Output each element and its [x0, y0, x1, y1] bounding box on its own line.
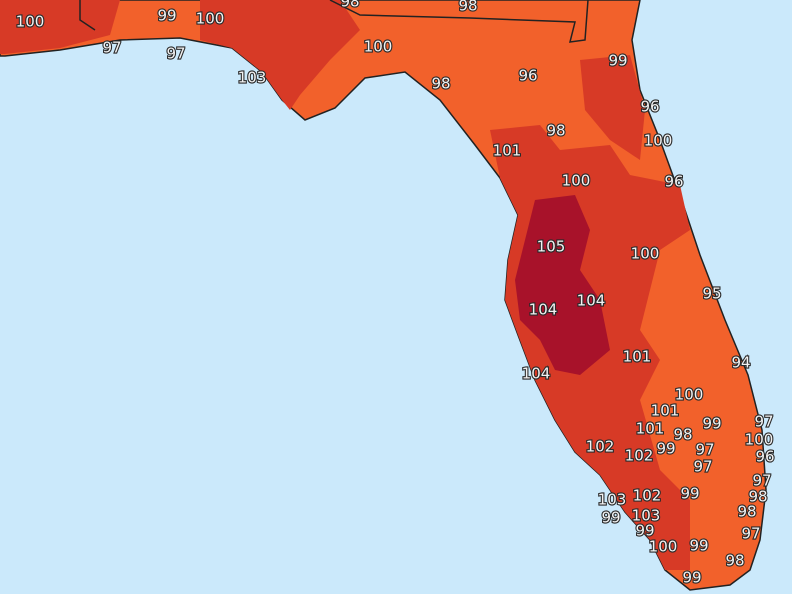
temperature-label: 104 — [529, 301, 558, 319]
temperature-label: 104 — [577, 292, 606, 310]
temperature-label: 100 — [562, 172, 591, 190]
temperature-label: 99 — [680, 485, 699, 503]
temperature-label: 94 — [731, 354, 750, 372]
temperature-label: 99 — [656, 440, 675, 458]
temperature-label: 98 — [673, 426, 692, 444]
temperature-label: 98 — [431, 75, 450, 93]
temperature-label: 98 — [725, 552, 744, 570]
temperature-label: 100 — [364, 38, 393, 56]
temperature-label: 96 — [664, 173, 683, 191]
temperature-label: 104 — [522, 365, 551, 383]
temperature-label: 101 — [623, 348, 652, 366]
temperature-label: 99 — [689, 537, 708, 555]
temperature-label: 102 — [625, 447, 654, 465]
state-border — [329, 0, 589, 43]
temperature-label: 98 — [546, 122, 565, 140]
temperature-label: 100 — [644, 132, 673, 150]
temperature-label: 100 — [675, 386, 704, 404]
temperature-label: 100 — [196, 10, 225, 28]
hot-region — [0, 0, 120, 54]
temperature-label: 103 — [632, 507, 661, 525]
temperature-label: 99 — [682, 569, 701, 587]
temperature-label: 98 — [458, 0, 477, 15]
temperature-label: 100 — [631, 245, 660, 263]
temperature-label: 98 — [748, 488, 767, 506]
temperature-label: 101 — [493, 142, 522, 160]
temperature-label: 97 — [102, 39, 121, 57]
temperature-label: 100 — [745, 431, 774, 449]
temperature-label: 96 — [755, 448, 774, 466]
temperature-label: 99 — [702, 415, 721, 433]
temperature-label: 96 — [640, 98, 659, 116]
hot-region — [200, 0, 360, 110]
temperature-label: 102 — [586, 438, 615, 456]
temperature-label: 101 — [636, 420, 665, 438]
temperature-label: 99 — [608, 52, 627, 70]
temperature-label: 98 — [340, 0, 359, 11]
temperature-label: 99 — [635, 522, 654, 540]
temperature-label: 99 — [157, 7, 176, 25]
hot-region — [580, 55, 645, 160]
temperature-label: 97 — [754, 413, 773, 431]
temperature-label: 98 — [737, 503, 756, 521]
temperature-label: 103 — [238, 69, 267, 87]
temperature-label: 102 — [633, 487, 662, 505]
hottest-region — [515, 195, 610, 375]
temperature-label: 97 — [166, 45, 185, 63]
temperature-label: 99 — [601, 509, 620, 527]
temperature-label: 105 — [537, 238, 566, 256]
temperature-label: 95 — [702, 285, 721, 303]
temperature-label: 97 — [693, 458, 712, 476]
state-border — [79, 0, 96, 31]
temperature-label: 103 — [598, 491, 627, 509]
temperature-label: 97 — [695, 441, 714, 459]
temperature-label: 100 — [16, 13, 45, 31]
temperature-label: 97 — [752, 472, 771, 490]
temperature-label: 100 — [649, 538, 678, 556]
temperature-label: 96 — [518, 67, 537, 85]
temperature-label: 101 — [651, 402, 680, 420]
temperature-label: 97 — [741, 525, 760, 543]
